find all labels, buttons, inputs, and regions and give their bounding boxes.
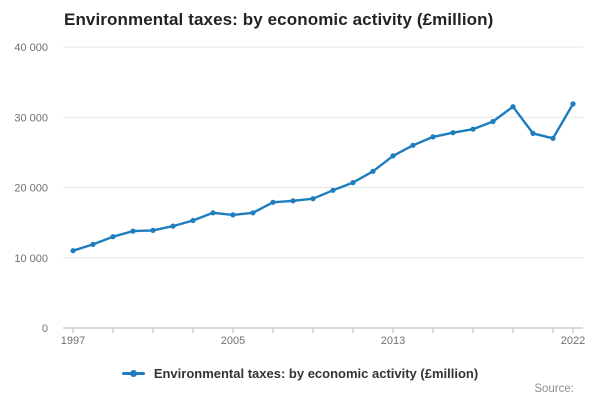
data-point[interactable] xyxy=(550,135,556,141)
data-point[interactable] xyxy=(270,199,276,205)
data-point[interactable] xyxy=(90,241,96,247)
data-point[interactable] xyxy=(210,210,216,216)
data-point[interactable] xyxy=(330,187,336,193)
data-point[interactable] xyxy=(390,153,396,159)
legend: Environmental taxes: by economic activit… xyxy=(0,363,600,383)
data-point[interactable] xyxy=(310,196,316,202)
data-point[interactable] xyxy=(70,248,76,254)
data-point[interactable] xyxy=(290,198,296,204)
y-axis-tick-label: 30 000 xyxy=(14,112,48,124)
data-point[interactable] xyxy=(250,210,256,216)
data-point[interactable] xyxy=(110,234,116,240)
data-point[interactable] xyxy=(370,168,376,174)
data-point[interactable] xyxy=(410,142,416,148)
x-axis-tick-label: 2013 xyxy=(381,335,405,347)
data-point[interactable] xyxy=(350,180,356,186)
data-point[interactable] xyxy=(230,212,236,218)
data-point[interactable] xyxy=(490,118,496,125)
data-point[interactable] xyxy=(430,134,436,140)
data-point[interactable] xyxy=(570,101,576,107)
data-point[interactable] xyxy=(130,228,136,234)
page-title: Environmental taxes: by economic activit… xyxy=(64,10,494,29)
data-point[interactable] xyxy=(450,130,456,136)
y-axis-tick-label: 20 000 xyxy=(14,183,48,195)
legend-line-marker-icon xyxy=(121,369,145,377)
x-axis-tick-label: 2005 xyxy=(221,335,245,347)
source-label: Source: xyxy=(534,383,574,395)
y-axis-tick-label: 10 000 xyxy=(14,253,48,265)
data-point[interactable] xyxy=(510,104,516,110)
legend-label: Environmental taxes: by economic activit… xyxy=(153,365,479,381)
y-axis-tick-label: 40 000 xyxy=(14,42,48,54)
data-point[interactable] xyxy=(470,126,476,132)
y-axis-tick-label: 0 xyxy=(42,323,48,335)
series-line[interactable] xyxy=(71,102,575,252)
data-point[interactable] xyxy=(190,217,196,224)
data-point[interactable] xyxy=(530,130,536,136)
data-point[interactable] xyxy=(170,223,176,229)
x-axis-tick-label: 1997 xyxy=(61,335,85,347)
legend-item[interactable]: Environmental taxes: by economic activit… xyxy=(121,365,479,381)
x-axis-tick-label: 2022 xyxy=(561,335,585,347)
legend-dot xyxy=(129,369,137,377)
data-point[interactable] xyxy=(150,227,156,233)
